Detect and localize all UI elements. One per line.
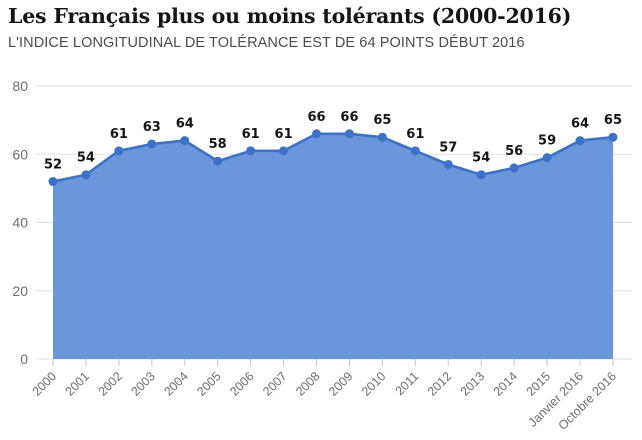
value-label: 65 [604,113,622,128]
value-label: 54 [77,151,95,166]
value-label: 59 [538,134,556,149]
value-label: 56 [505,144,523,159]
x-tick-label: 2006 [227,369,257,399]
data-point [509,163,519,173]
chart-title: Les Français plus ou moins tolérants (20… [8,4,572,28]
value-label: 52 [44,158,62,173]
x-tick-label: 2001 [62,369,92,399]
x-tick-label: 2010 [359,369,389,399]
data-point [147,139,157,149]
y-tick-label: 40 [12,215,28,231]
x-tick-label: 2003 [128,369,158,399]
data-point [81,170,91,180]
y-tick-label: 20 [12,283,28,299]
area-fill [53,133,613,359]
value-label: 66 [340,110,358,125]
y-tick-label: 60 [12,146,28,162]
data-point [575,136,585,146]
data-point [180,136,190,146]
data-point [114,146,124,156]
value-label: 58 [209,137,227,152]
x-tick-label: 2002 [95,369,125,399]
chart-subtitle: L'INDICE LONGITUDINAL DE TOLÉRANCE EST D… [8,34,525,51]
data-point [344,129,354,139]
data-point [246,146,256,156]
chart-header: Les Français plus ou moins tolérants (20… [8,4,628,51]
x-tick-label: 2004 [161,369,191,399]
data-point [476,170,486,180]
data-point [608,132,618,142]
x-tick-label: 2008 [293,369,323,399]
x-tick-label: 2015 [524,369,554,399]
value-label: 66 [307,110,325,125]
y-tick-label: 80 [12,78,28,94]
x-tick-label: 2012 [425,369,455,399]
value-label: 64 [571,117,589,132]
value-label: 63 [143,120,161,135]
data-point [542,153,552,163]
data-point [312,129,322,139]
x-tick-label: Octobre 2016 [556,369,619,432]
data-point [279,146,289,156]
data-point [410,146,420,156]
data-point [377,132,387,142]
value-label: 65 [373,113,391,128]
value-label: 61 [242,127,260,142]
data-point [443,159,453,169]
x-tick-label: 2011 [393,369,422,398]
value-label: 61 [275,127,293,142]
x-tick-label: 2009 [326,369,356,399]
x-tick-label: 2005 [194,369,224,399]
value-label: 54 [472,151,490,166]
value-label: 61 [406,127,424,142]
value-label: 57 [439,140,457,155]
x-tick-label: 2007 [260,369,290,399]
data-point [213,156,223,166]
x-tick-label: 2000 [30,369,60,399]
value-label: 61 [110,127,128,142]
x-tick-label: 2013 [458,369,488,399]
y-tick-label: 0 [20,351,28,367]
value-label: 64 [176,117,194,132]
x-tick-label: 2014 [491,369,521,399]
data-point [48,177,58,187]
trend-line [51,132,615,183]
